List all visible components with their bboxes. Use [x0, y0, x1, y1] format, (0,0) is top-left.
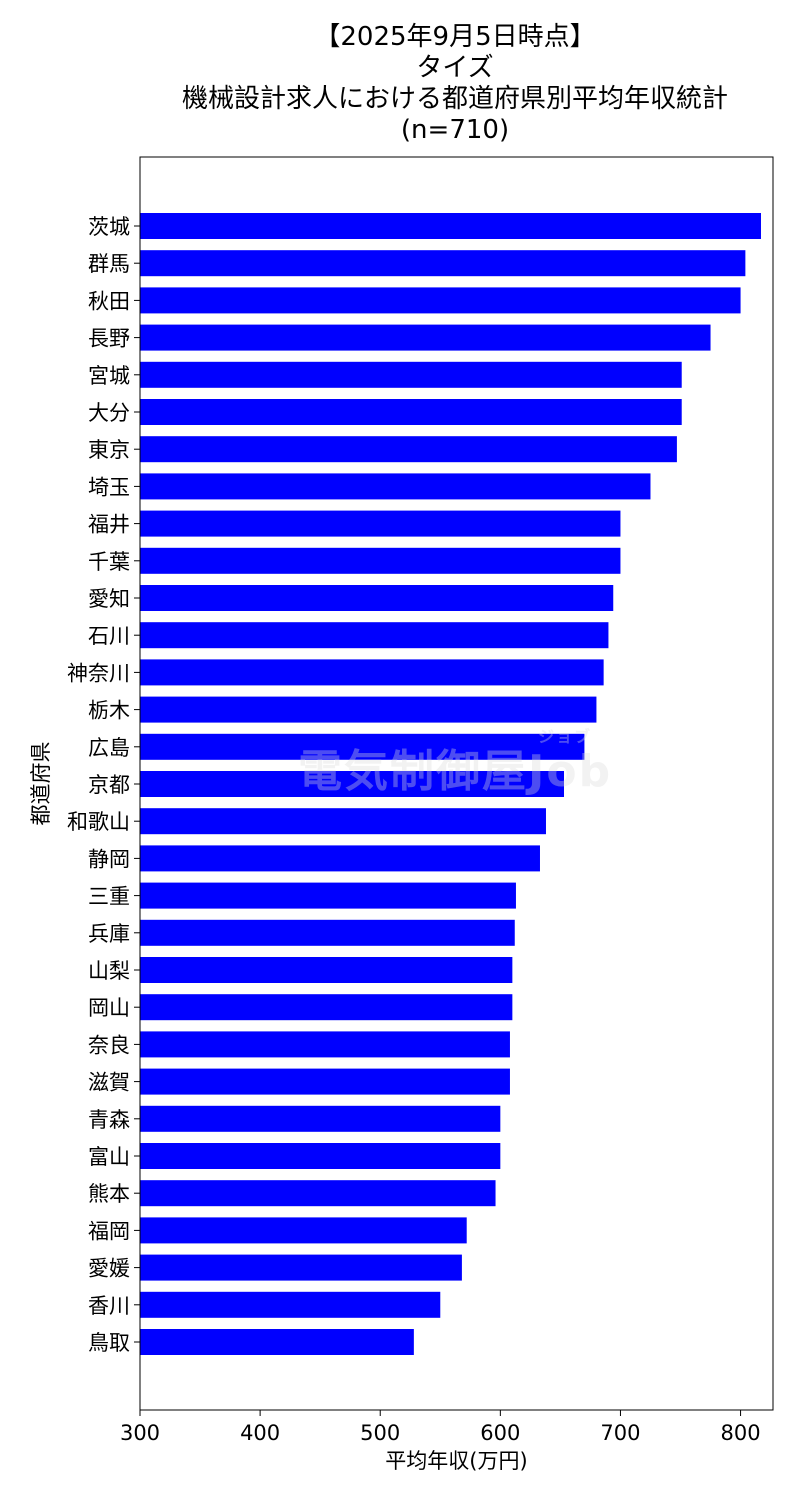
title-line-company: タイズ [416, 53, 494, 83]
watermark-logo: 電気制御屋Job ジョブ [298, 727, 613, 799]
x-tick-label: 700 [600, 1421, 640, 1445]
watermark-ruby: ジョブ [538, 727, 593, 746]
bar [140, 1180, 496, 1207]
x-tick-label: 500 [360, 1421, 400, 1445]
category-label: 千葉 [88, 550, 130, 574]
title-line-date: 【2025年9月5日時点】 [314, 22, 596, 52]
y-axis-label: 都道府県 [29, 742, 53, 826]
category-label: 富山 [88, 1145, 130, 1169]
category-label: 鳥取 [88, 1331, 130, 1355]
category-label: 和歌山 [67, 810, 130, 834]
x-axis-label: 平均年収(万円) [385, 1449, 527, 1473]
category-label: 秋田 [88, 289, 130, 313]
bar [140, 1031, 510, 1058]
category-label: 群馬 [88, 252, 130, 276]
x-tick-label: 600 [480, 1421, 520, 1445]
bar [140, 659, 604, 686]
category-label: 東京 [88, 438, 130, 462]
category-label: 神奈川 [67, 661, 130, 685]
bar [140, 733, 585, 760]
bar [140, 585, 614, 611]
category-label: 青森 [88, 1108, 130, 1132]
bar [140, 213, 761, 239]
bar [140, 845, 540, 872]
x-tick-label: 400 [240, 1421, 280, 1445]
bar [140, 324, 711, 351]
category-label: 岡山 [88, 996, 130, 1020]
category-label: 静岡 [88, 847, 130, 871]
bar [140, 771, 565, 797]
bar [140, 510, 621, 537]
watermark-text: 電気制御屋Job [298, 746, 613, 797]
bar [140, 1254, 462, 1281]
category-label: 三重 [88, 885, 130, 909]
bar [140, 622, 609, 649]
bar [140, 696, 597, 723]
bar [140, 1217, 467, 1244]
category-label: 長野 [88, 327, 130, 351]
bar [140, 361, 682, 388]
bar [140, 547, 621, 574]
category-label: 福岡 [88, 1219, 130, 1243]
bar [140, 473, 651, 500]
category-label: 愛知 [88, 587, 130, 611]
category-label: 香川 [88, 1294, 130, 1318]
plot-frame [139, 156, 774, 1411]
bar [140, 1105, 501, 1132]
category-label: 大分 [88, 401, 130, 425]
category-label: 栃木 [88, 699, 130, 723]
bar [140, 994, 513, 1021]
bar [140, 436, 677, 463]
category-label: 広島 [88, 736, 130, 760]
category-label: 兵庫 [88, 922, 130, 946]
bar [140, 882, 516, 909]
title-line-main: 機械設計求人における都道府県別平均年収統計 [181, 84, 728, 114]
category-label: 京都 [88, 773, 130, 797]
category-label: 福井 [88, 513, 130, 537]
category-label: 埼玉 [88, 475, 130, 499]
bar [140, 287, 741, 314]
category-label: 山梨 [88, 959, 130, 983]
bar [140, 1291, 441, 1318]
category-label: 熊本 [88, 1182, 130, 1206]
chart-title: 【2025年9月5日時点】 タイズ 機械設計求人における都道府県別平均年収統計 … [0, 22, 800, 146]
category-label: 奈良 [88, 1033, 130, 1057]
x-tick-label: 800 [721, 1421, 761, 1445]
bar [140, 1329, 414, 1355]
bar [140, 808, 546, 835]
category-label: 滋賀 [88, 1071, 130, 1095]
category-label: 茨城 [88, 215, 130, 239]
category-label: 愛媛 [88, 1257, 130, 1281]
x-tick-label: 300 [120, 1421, 160, 1445]
bar [140, 399, 682, 425]
bar [140, 1068, 510, 1095]
bar [140, 250, 746, 277]
bar [140, 957, 513, 983]
bar [140, 1143, 501, 1169]
bar [140, 919, 515, 946]
category-label: 宮城 [88, 364, 130, 388]
title-line-count: (n=710) [400, 115, 510, 145]
category-label: 石川 [88, 624, 130, 648]
